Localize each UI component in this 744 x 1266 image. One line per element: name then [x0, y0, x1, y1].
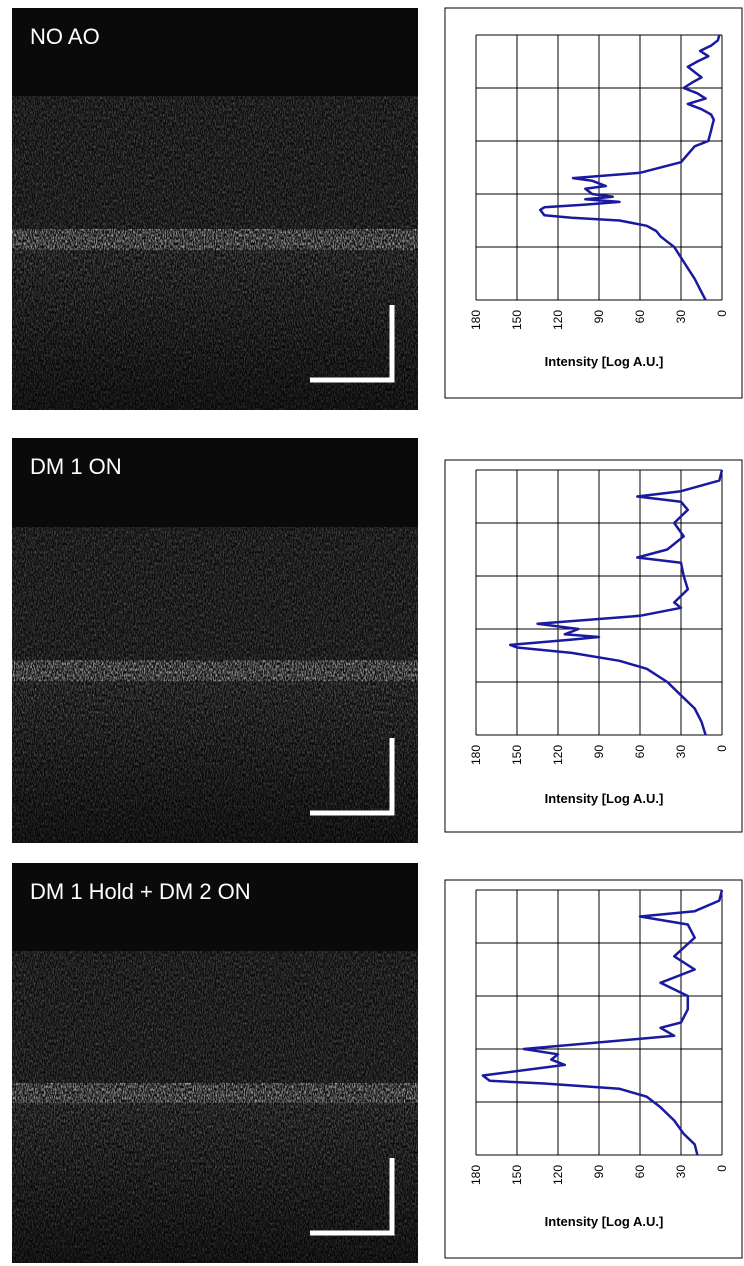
x-tick-label: 0: [715, 310, 729, 317]
oct-image: NO AO: [12, 8, 418, 410]
image-texture: [12, 527, 418, 661]
x-tick-label: 0: [715, 745, 729, 752]
image-label: DM 1 Hold + DM 2 ON: [30, 879, 251, 904]
image-shade: [12, 249, 418, 410]
x-tick-label: 60: [633, 745, 647, 759]
x-tick-label: 120: [551, 1165, 565, 1185]
x-tick-label: 30: [674, 1165, 688, 1179]
x-tick-label: 90: [592, 1165, 606, 1179]
x-tick-label: 180: [469, 310, 483, 330]
x-tick-label: 30: [674, 310, 688, 324]
oct-image: DM 1 Hold + DM 2 ON: [12, 863, 418, 1263]
x-tick-label: 0: [715, 1165, 729, 1172]
x-tick-label: 120: [551, 310, 565, 330]
chart-frame: [444, 879, 743, 1259]
scale-bar: [310, 738, 395, 816]
image-texture: [12, 229, 418, 250]
x-tick-label: 150: [510, 745, 524, 765]
x-tick-label: 180: [469, 1165, 483, 1185]
x-tick-label: 30: [674, 745, 688, 759]
x-tick-label: 90: [592, 310, 606, 324]
x-tick-label: 60: [633, 310, 647, 324]
profile-line: [481, 889, 724, 1156]
chart-frame: [444, 459, 743, 833]
image-label: DM 1 ON: [30, 454, 122, 479]
axis-label: Intensity [Log A.U.]: [545, 791, 664, 806]
x-tick-label: 150: [510, 1165, 524, 1185]
profile-line: [508, 469, 724, 736]
image-texture: [12, 660, 418, 681]
image-texture: [12, 96, 418, 230]
image-shade: [12, 681, 418, 843]
x-tick-label: 120: [551, 745, 565, 765]
x-tick-label: 60: [633, 1165, 647, 1179]
profile-line: [538, 34, 721, 301]
image-texture: [12, 951, 418, 1083]
scale-bar: [310, 1158, 395, 1236]
oct-image: DM 1 ON: [12, 438, 418, 843]
x-tick-label: 150: [510, 310, 524, 330]
axis-label: Intensity [Log A.U.]: [545, 1214, 664, 1229]
x-tick-label: 90: [592, 745, 606, 759]
scale-bar: [310, 305, 395, 383]
image-label: NO AO: [30, 24, 100, 49]
x-tick-label: 180: [469, 745, 483, 765]
axis-label: Intensity [Log A.U.]: [545, 354, 664, 369]
image-texture: [12, 1083, 418, 1103]
image-shade: [12, 1103, 418, 1263]
